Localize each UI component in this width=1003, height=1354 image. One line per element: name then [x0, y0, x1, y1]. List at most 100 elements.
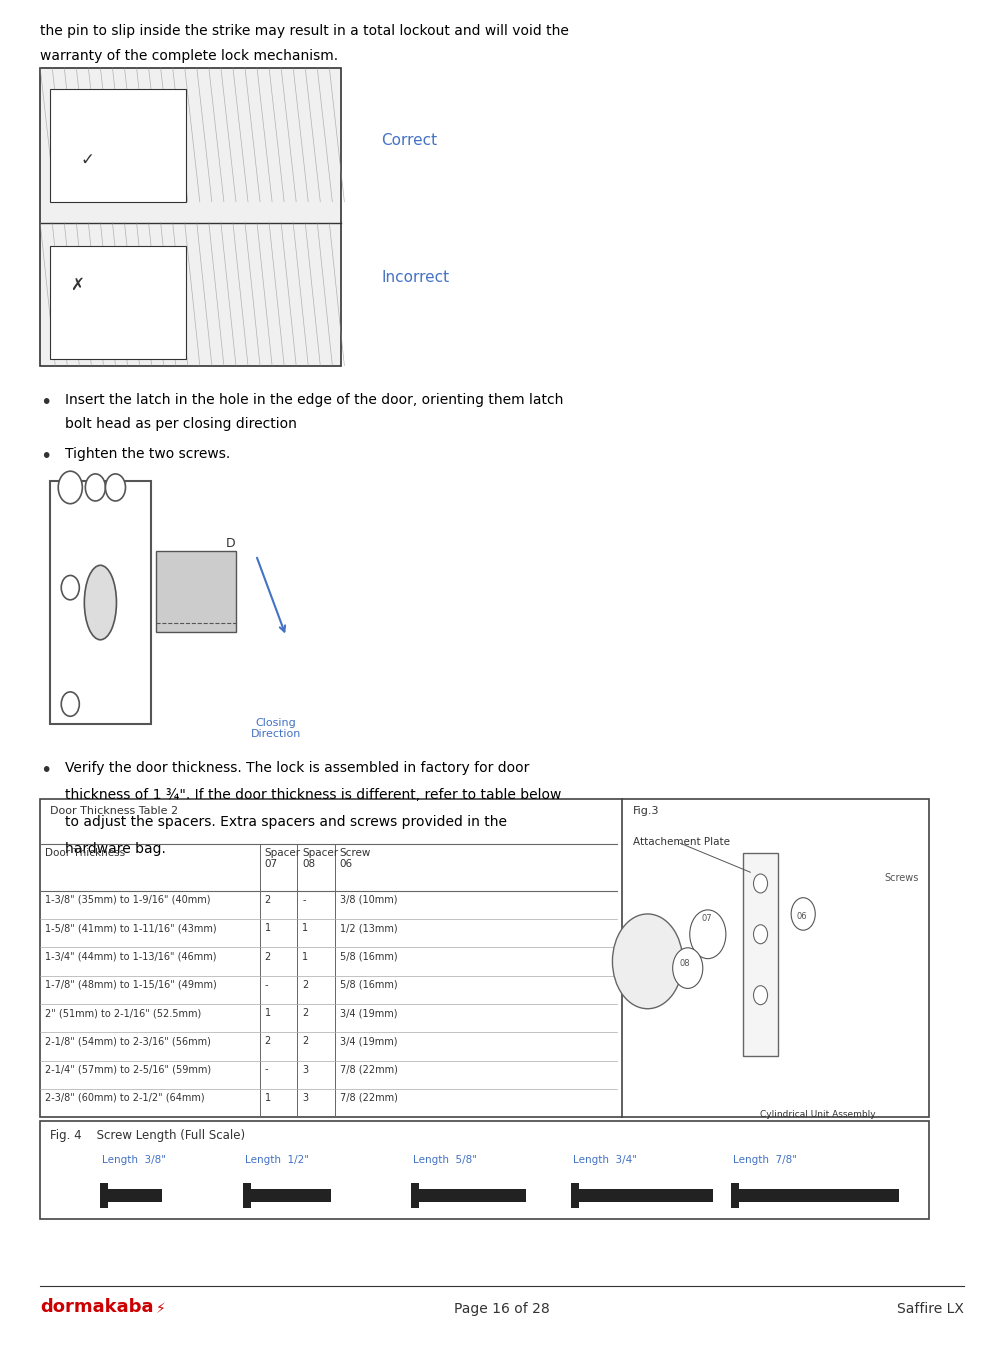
- Text: Length  7/8": Length 7/8": [732, 1155, 796, 1164]
- Text: Screw
06: Screw 06: [339, 848, 370, 869]
- Circle shape: [61, 575, 79, 600]
- Text: -: -: [302, 895, 305, 904]
- Text: 3/8 (10mm): 3/8 (10mm): [339, 895, 397, 904]
- Text: 1: 1: [264, 1093, 271, 1104]
- Bar: [243, 1183, 251, 1208]
- Circle shape: [105, 474, 125, 501]
- Text: 07: 07: [701, 914, 712, 923]
- Text: 1-3/4" (44mm) to 1-13/16" (46mm): 1-3/4" (44mm) to 1-13/16" (46mm): [45, 952, 217, 961]
- Text: Incorrect: Incorrect: [381, 271, 449, 286]
- Text: Fig. 4    Screw Length (Full Scale): Fig. 4 Screw Length (Full Scale): [50, 1129, 245, 1143]
- Bar: [40, 454, 321, 751]
- Text: Length  5/8": Length 5/8": [413, 1155, 476, 1164]
- Circle shape: [672, 948, 702, 988]
- Text: bolt head as per closing direction: bolt head as per closing direction: [65, 417, 297, 431]
- Text: 2: 2: [264, 895, 271, 904]
- Text: 7/8 (22mm): 7/8 (22mm): [339, 1093, 397, 1104]
- Text: Door Thickness Table 2: Door Thickness Table 2: [50, 806, 179, 815]
- Text: warranty of the complete lock mechanism.: warranty of the complete lock mechanism.: [40, 49, 338, 62]
- Text: 1: 1: [302, 923, 308, 933]
- Bar: [742, 853, 777, 1056]
- Text: 1-3/8" (35mm) to 1-9/16" (40mm): 1-3/8" (35mm) to 1-9/16" (40mm): [45, 895, 211, 904]
- Text: 1-7/8" (48mm) to 1-15/16" (49mm): 1-7/8" (48mm) to 1-15/16" (49mm): [45, 980, 217, 990]
- Text: 3: 3: [302, 1064, 308, 1075]
- Text: Spacer
08: Spacer 08: [302, 848, 338, 869]
- Text: 2: 2: [264, 1036, 271, 1047]
- Circle shape: [61, 692, 79, 716]
- Bar: [730, 1183, 738, 1208]
- Text: dormakaba: dormakaba: [40, 1298, 153, 1316]
- Text: Insert the latch in the hole in the edge of the door, orienting them latch: Insert the latch in the hole in the edge…: [65, 393, 563, 406]
- Circle shape: [752, 986, 766, 1005]
- Text: See 2: See 2: [632, 955, 659, 964]
- Text: Length  1/2": Length 1/2": [245, 1155, 308, 1164]
- Text: -: -: [264, 980, 268, 990]
- Text: -: -: [264, 1064, 268, 1075]
- Bar: [40, 68, 341, 366]
- Text: 1-5/8" (41mm) to 1-11/16" (43mm): 1-5/8" (41mm) to 1-11/16" (43mm): [45, 923, 217, 933]
- Text: 2-1/8" (54mm) to 2-3/16" (56mm): 2-1/8" (54mm) to 2-3/16" (56mm): [45, 1036, 211, 1047]
- Bar: [50, 481, 150, 724]
- Text: 2-1/4" (57mm) to 2-5/16" (59mm): 2-1/4" (57mm) to 2-5/16" (59mm): [45, 1064, 211, 1075]
- Text: 1: 1: [264, 923, 271, 933]
- Text: Correct: Correct: [381, 133, 437, 148]
- Circle shape: [689, 910, 725, 959]
- Circle shape: [752, 875, 766, 894]
- Text: 2" (51mm) to 2-1/16" (52.5mm): 2" (51mm) to 2-1/16" (52.5mm): [45, 1007, 202, 1018]
- Bar: [579, 1189, 712, 1202]
- Bar: [419, 1189, 526, 1202]
- Text: Cylindrical Unit Assembly: Cylindrical Unit Assembly: [759, 1110, 875, 1120]
- Bar: [50, 88, 186, 202]
- Text: Spacer
07: Spacer 07: [264, 848, 300, 869]
- Text: Verify the door thickness. The lock is assembled in factory for door: Verify the door thickness. The lock is a…: [65, 761, 530, 774]
- Text: ✓: ✓: [80, 152, 94, 169]
- Ellipse shape: [84, 566, 116, 639]
- Bar: [155, 551, 236, 632]
- Bar: [40, 1121, 928, 1219]
- Text: D: D: [226, 538, 236, 550]
- Circle shape: [752, 925, 766, 944]
- Text: 2: 2: [302, 1036, 308, 1047]
- Text: 1: 1: [264, 1007, 271, 1018]
- Text: 1/2 (13mm): 1/2 (13mm): [339, 923, 397, 933]
- Text: thickness of 1 ¾". If the door thickness is different, refer to table below: thickness of 1 ¾". If the door thickness…: [65, 788, 561, 802]
- Text: Saffire LX: Saffire LX: [896, 1303, 963, 1316]
- Circle shape: [58, 471, 82, 504]
- Bar: [571, 1183, 579, 1208]
- Text: Page 16 of 28: Page 16 of 28: [453, 1303, 550, 1316]
- Text: 2: 2: [264, 952, 271, 961]
- Text: Door Thickness: Door Thickness: [45, 848, 125, 857]
- Text: Fig.3: Fig.3: [632, 806, 658, 815]
- Text: 08: 08: [679, 959, 690, 968]
- Text: 5/8 (16mm): 5/8 (16mm): [339, 980, 397, 990]
- Text: to adjust the spacers. Extra spacers and screws provided in the: to adjust the spacers. Extra spacers and…: [65, 815, 507, 829]
- Text: Tighten the two screws.: Tighten the two screws.: [65, 447, 231, 460]
- Bar: [108, 1189, 161, 1202]
- Text: •: •: [40, 447, 51, 466]
- Bar: [40, 799, 928, 1117]
- Text: hardware bag.: hardware bag.: [65, 842, 165, 856]
- Text: 3/4 (19mm): 3/4 (19mm): [339, 1036, 397, 1047]
- Text: Closing
Direction: Closing Direction: [251, 718, 301, 739]
- Text: 1: 1: [302, 952, 308, 961]
- Circle shape: [790, 898, 814, 930]
- Bar: [251, 1189, 330, 1202]
- Text: 06: 06: [795, 913, 806, 921]
- Circle shape: [85, 474, 105, 501]
- Bar: [411, 1183, 419, 1208]
- Text: Length  3/4": Length 3/4": [573, 1155, 637, 1164]
- Text: •: •: [40, 393, 51, 412]
- Text: Length  3/8": Length 3/8": [102, 1155, 166, 1164]
- Text: 5/8 (16mm): 5/8 (16mm): [339, 952, 397, 961]
- Circle shape: [612, 914, 682, 1009]
- Bar: [100, 1183, 108, 1208]
- Text: ⚡: ⚡: [155, 1303, 165, 1316]
- Text: the pin to slip inside the strike may result in a total lockout and will void th: the pin to slip inside the strike may re…: [40, 24, 569, 38]
- Text: 7/8 (22mm): 7/8 (22mm): [339, 1064, 397, 1075]
- Text: 3/4 (19mm): 3/4 (19mm): [339, 1007, 397, 1018]
- Text: 3: 3: [302, 1093, 308, 1104]
- Text: ✗: ✗: [70, 276, 84, 294]
- Text: •: •: [40, 761, 51, 780]
- Bar: [738, 1189, 899, 1202]
- Text: 2: 2: [302, 1007, 308, 1018]
